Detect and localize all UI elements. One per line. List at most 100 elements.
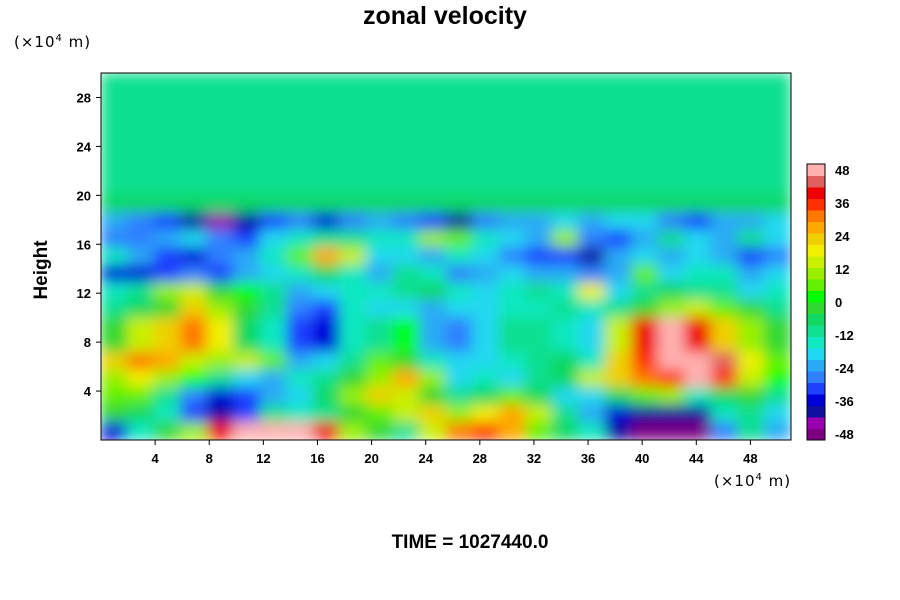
heatmap-cell xyxy=(578,89,606,109)
heatmap-cell xyxy=(631,404,659,424)
heatmap-cell xyxy=(418,89,447,109)
heatmap-cell xyxy=(127,159,155,179)
heatmap-cell xyxy=(418,404,447,424)
heatmap-cell xyxy=(657,369,686,389)
colorbar-swatch xyxy=(807,359,825,372)
heatmap-cell xyxy=(684,282,712,301)
colorbar-swatch xyxy=(807,256,825,268)
heatmap-cell xyxy=(286,369,314,389)
heatmap-cell xyxy=(153,229,182,249)
heatmap-cell xyxy=(418,247,447,266)
heatmap-cell xyxy=(418,73,447,91)
heatmap-cell xyxy=(551,212,580,231)
heatmap-cell xyxy=(498,124,527,144)
heatmap-cell xyxy=(180,369,208,389)
heatmap-cell xyxy=(127,177,155,196)
heatmap-cell xyxy=(418,264,447,284)
heatmap-cell xyxy=(631,159,659,179)
heatmap-cell xyxy=(551,107,580,126)
heatmap-cell xyxy=(604,387,633,406)
heatmap-cell xyxy=(498,107,527,126)
heatmap-cell xyxy=(127,73,155,91)
heatmap-cell xyxy=(763,404,791,424)
heatmap-cell xyxy=(525,142,553,161)
heatmap-cell xyxy=(127,107,155,126)
heatmap-cell xyxy=(710,73,739,91)
heatmap-cell xyxy=(365,317,394,336)
heatmap-cell xyxy=(578,264,606,284)
heatmap-cell xyxy=(631,107,659,126)
heatmap-cell xyxy=(180,142,208,161)
heatmap-cell xyxy=(737,159,765,179)
heatmap-cell xyxy=(206,317,235,336)
heatmap-cell xyxy=(180,212,208,231)
heatmap-cell xyxy=(657,282,686,301)
heatmap-cell xyxy=(101,124,129,144)
heatmap-cell xyxy=(551,299,580,319)
x-tick-label: 8 xyxy=(206,451,213,466)
heatmap-cell xyxy=(604,247,633,266)
heatmap-cell xyxy=(206,247,235,266)
heatmap-cell xyxy=(578,422,606,440)
heatmap-cell xyxy=(737,369,765,389)
colorbar-tick-label: -48 xyxy=(835,427,854,442)
heatmap-cell xyxy=(710,212,739,231)
heatmap-cell xyxy=(127,334,155,354)
heatmap-cell xyxy=(631,247,659,266)
heatmap-cell xyxy=(578,387,606,406)
plot-frame xyxy=(100,72,792,441)
heatmap-cell xyxy=(657,334,686,354)
heatmap-cell xyxy=(445,142,474,161)
heatmap-cell xyxy=(710,334,739,354)
heatmap-cell xyxy=(472,142,500,161)
colorbar-swatch xyxy=(807,210,825,222)
heatmap-cell xyxy=(312,177,341,196)
heatmap-cell xyxy=(365,404,394,424)
heatmap-cell xyxy=(153,369,182,389)
heatmap-cell xyxy=(604,422,633,440)
heatmap-cell xyxy=(604,352,633,371)
colorbar-swatch xyxy=(807,290,825,303)
heatmap-cell xyxy=(206,159,235,179)
heatmap-cell xyxy=(101,89,129,109)
heatmap-cell xyxy=(101,422,129,440)
heatmap-cell xyxy=(472,282,500,301)
heatmap-cell xyxy=(684,142,712,161)
heatmap-cell xyxy=(551,334,580,354)
heatmap-cell xyxy=(286,299,314,319)
heatmap-cell xyxy=(153,404,182,424)
heatmap-cell xyxy=(286,159,314,179)
heatmap-cell xyxy=(206,369,235,389)
heatmap-cell xyxy=(286,229,314,249)
heatmap-cell xyxy=(127,369,155,389)
heatmap-cell xyxy=(684,352,712,371)
heatmap-cell xyxy=(127,299,155,319)
heatmap-cell xyxy=(312,89,341,109)
y-tick-label: 12 xyxy=(77,286,91,301)
heatmap-cell xyxy=(710,124,739,144)
heatmap-cell xyxy=(551,229,580,249)
heatmap-cell xyxy=(392,422,420,440)
heatmap-cell xyxy=(101,73,129,91)
heatmap-cell xyxy=(737,212,765,231)
heatmap-cell xyxy=(631,282,659,301)
x-tick-label: 48 xyxy=(743,451,757,466)
heatmap-cell xyxy=(525,369,553,389)
heatmap-cell xyxy=(418,422,447,440)
heatmap-cell xyxy=(525,299,553,319)
heatmap-cell xyxy=(445,334,474,354)
heatmap-cell xyxy=(153,264,182,284)
heatmap-cell xyxy=(418,124,447,144)
heatmap-cell xyxy=(631,73,659,91)
heatmap-cell xyxy=(153,194,182,214)
heatmap-cell xyxy=(127,317,155,336)
heatmap-cell xyxy=(578,299,606,319)
heatmap-cell xyxy=(657,299,686,319)
y-tick-label: 28 xyxy=(77,90,91,105)
heatmap-cell xyxy=(206,212,235,231)
x-tick-label: 44 xyxy=(689,451,704,466)
heatmap-cell xyxy=(684,387,712,406)
heatmap-cell xyxy=(127,212,155,231)
heatmap-cell xyxy=(206,107,235,126)
heatmap-cell xyxy=(392,194,420,214)
